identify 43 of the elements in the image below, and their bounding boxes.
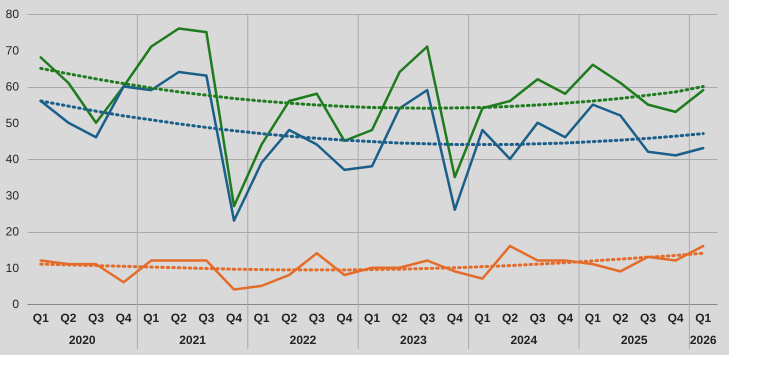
x-tick-label: Q3 (308, 311, 326, 325)
x-tick-label: Q1 (474, 311, 491, 325)
x-tick-label: Q3 (198, 311, 215, 325)
y-tick-label: 70 (6, 43, 20, 58)
x-tick-label: Q3 (530, 311, 546, 325)
y-tick-label: 80 (6, 7, 20, 21)
x-tick-label: Q4 (336, 311, 353, 325)
x-tick-label: Q3 (419, 311, 436, 325)
x-tick-label: Q4 (116, 311, 132, 325)
line-series (40, 27, 704, 208)
text: 2022 (290, 333, 317, 347)
x-tick-label: Q4 (668, 311, 684, 325)
y-tick-label: 40 (6, 152, 20, 166)
line-series (40, 244, 704, 291)
x-tick-label: Q1 (364, 311, 380, 325)
x-tick-label: Q1 (254, 311, 270, 325)
y-tick-label: 0 (12, 297, 20, 311)
text: 2024 (510, 333, 538, 347)
y-tick-label: 10 (6, 260, 20, 275)
text: 2023 (400, 333, 428, 347)
x-tick-label: Q2 (612, 311, 629, 325)
x-tick-label: Q2 (60, 311, 77, 325)
x-tick-label: Q4 (557, 311, 574, 325)
text: 2020 (68, 333, 96, 347)
y-tick-label: 50 (6, 116, 20, 130)
x-tick-label: Q4 (226, 311, 242, 325)
x-tick-label: Q3 (88, 311, 104, 325)
text: 2021 (179, 333, 206, 347)
x-tick-label: Q2 (392, 311, 408, 325)
x-tick-label: Q2 (281, 311, 298, 325)
x-tick-label: Q2 (502, 311, 518, 325)
x-tick-label: Q2 (170, 311, 188, 325)
y-tick-label: 20 (6, 224, 20, 238)
x-tick-label: Q1 (143, 311, 160, 325)
x-tick-label: Q1 (584, 311, 602, 325)
text: 2026 (690, 333, 717, 347)
y-tick-label: 30 (6, 188, 20, 202)
x-tick-label: Q1 (695, 311, 712, 325)
x-tick-label: Q1 (32, 311, 50, 325)
y-tick-label: 60 (6, 80, 20, 94)
x-tick-label: Q3 (640, 311, 656, 325)
x-tick-label: Q4 (446, 311, 464, 325)
text: 2025 (620, 333, 648, 347)
